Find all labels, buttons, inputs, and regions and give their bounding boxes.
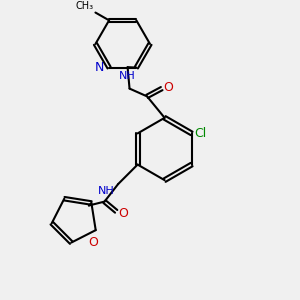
Text: O: O: [88, 236, 98, 249]
Text: O: O: [164, 81, 173, 94]
Text: O: O: [118, 207, 128, 220]
Text: NH: NH: [119, 71, 136, 81]
Text: N: N: [95, 61, 104, 74]
Text: NH: NH: [98, 186, 114, 196]
Text: Cl: Cl: [194, 127, 207, 140]
Text: CH₃: CH₃: [75, 1, 94, 10]
